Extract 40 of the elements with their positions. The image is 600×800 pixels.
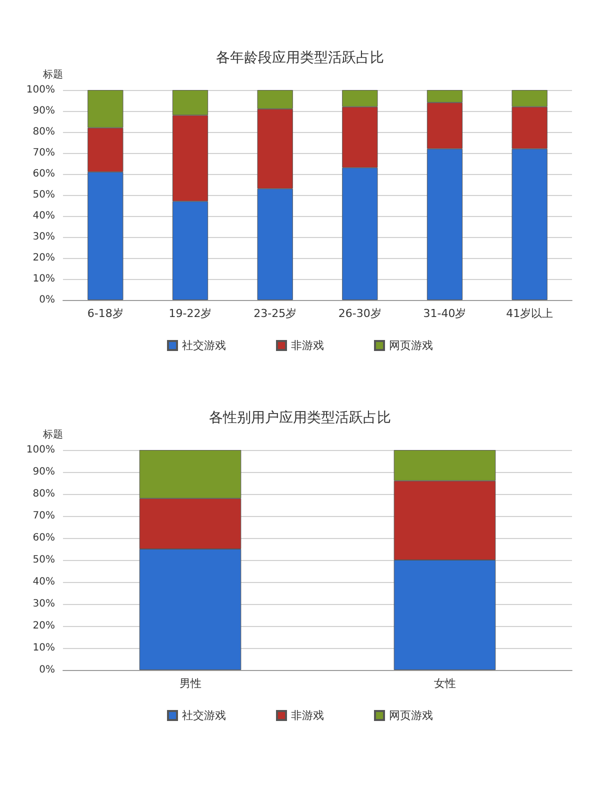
- y-tick-label: 90%: [32, 466, 55, 478]
- y-tick-label: 50%: [32, 190, 55, 200]
- y-tick-label: 10%: [32, 274, 55, 284]
- x-tick-label: 41岁以上: [506, 307, 554, 320]
- y-tick-label: 30%: [32, 598, 55, 610]
- y-tick-label: 80%: [32, 126, 55, 138]
- y-tick-label: 80%: [32, 488, 55, 500]
- y-tick-label: 60%: [32, 168, 55, 180]
- y-axis-title: 标题: [42, 68, 63, 80]
- y-tick-label: 0%: [39, 294, 55, 306]
- x-tick-label: 31-40岁: [423, 307, 466, 320]
- y-tick-label: 10%: [32, 642, 55, 654]
- legend-label: 非游戏: [291, 339, 324, 352]
- chart-title: 各性别用户应用类型活跃占比: [209, 410, 391, 426]
- y-axis-title: 标题: [42, 428, 63, 440]
- x-tick-label: 26-30岁: [338, 307, 382, 320]
- y-tick-label: 100%: [26, 444, 55, 456]
- y-tick-label: 70%: [32, 510, 55, 522]
- y-tick-label: 20%: [32, 620, 55, 632]
- y-tick-label: 90%: [32, 106, 55, 116]
- legend-label: 网页游戏: [389, 339, 433, 352]
- legend-label: 社交游戏: [182, 709, 226, 722]
- chart-title: 各年龄段应用类型活跃占比: [216, 50, 384, 66]
- y-tick-label: 20%: [32, 252, 55, 264]
- y-tick-label: 40%: [32, 210, 55, 222]
- y-tick-label: 0%: [39, 664, 55, 676]
- y-tick-label: 70%: [32, 148, 55, 158]
- x-tick-label: 6-18岁: [87, 307, 124, 320]
- x-tick-label: 男性: [179, 677, 202, 690]
- y-tick-label: 40%: [32, 576, 55, 588]
- y-tick-label: 50%: [32, 554, 55, 566]
- x-tick-label: 女性: [434, 677, 456, 690]
- y-tick-label: 100%: [26, 84, 55, 96]
- y-tick-label: 30%: [32, 232, 55, 242]
- y-tick-label: 60%: [32, 532, 55, 544]
- legend-label: 网页游戏: [389, 709, 433, 722]
- x-tick-label: 19-22岁: [168, 307, 212, 320]
- legend-label: 非游戏: [291, 709, 324, 722]
- x-tick-label: 23-25岁: [254, 307, 297, 320]
- legend-label: 社交游戏: [182, 339, 226, 352]
